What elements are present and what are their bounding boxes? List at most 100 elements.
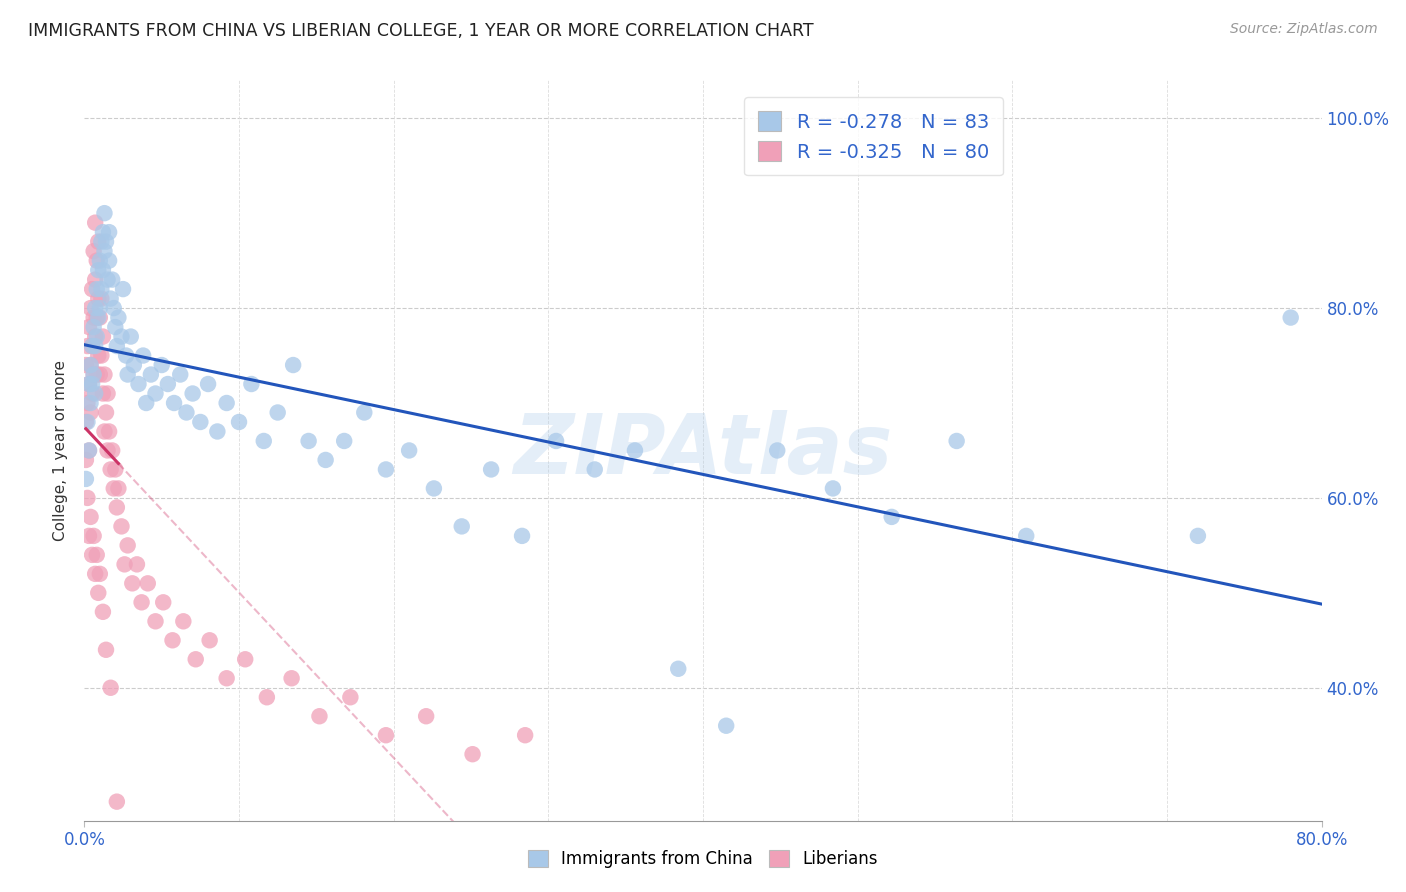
Point — [91, 329, 114, 343]
Point — [281, 358, 305, 372]
Point — [117, 538, 139, 552]
Point — [79, 358, 101, 372]
Point — [75, 358, 97, 372]
Point — [89, 368, 111, 382]
Legend: Immigrants from China, Liberians: Immigrants from China, Liberians — [522, 843, 884, 875]
Point — [945, 434, 967, 448]
Point — [181, 386, 204, 401]
Point — [77, 529, 100, 543]
Point — [110, 519, 132, 533]
Point — [96, 386, 118, 401]
Point — [136, 576, 159, 591]
Point — [86, 310, 108, 325]
Point — [766, 443, 789, 458]
Point — [624, 443, 647, 458]
Point — [139, 368, 162, 382]
Point — [83, 244, 105, 259]
Point — [107, 310, 129, 325]
Point — [821, 482, 844, 496]
Point — [253, 434, 276, 448]
Point — [89, 301, 111, 315]
Point — [100, 292, 122, 306]
Point — [101, 272, 124, 286]
Point — [84, 386, 107, 401]
Point — [176, 405, 198, 419]
Point — [107, 482, 129, 496]
Point — [75, 472, 97, 486]
Point — [96, 443, 118, 458]
Point — [83, 529, 105, 543]
Point — [87, 310, 110, 325]
Point — [96, 272, 118, 286]
Point — [90, 349, 112, 363]
Point — [156, 377, 179, 392]
Point — [90, 235, 112, 249]
Point — [93, 368, 115, 382]
Point — [184, 652, 207, 666]
Point — [82, 282, 104, 296]
Point — [84, 566, 107, 581]
Point — [90, 292, 112, 306]
Point — [82, 377, 104, 392]
Point — [94, 405, 117, 419]
Point — [215, 396, 238, 410]
Point — [75, 453, 97, 467]
Point — [75, 415, 97, 429]
Point — [479, 462, 502, 476]
Point — [89, 566, 111, 581]
Point — [76, 339, 98, 353]
Point — [82, 339, 104, 353]
Point — [86, 548, 108, 562]
Point — [515, 728, 537, 742]
Point — [91, 263, 114, 277]
Point — [91, 386, 114, 401]
Point — [84, 272, 107, 286]
Point — [145, 615, 167, 629]
Point — [77, 377, 100, 392]
Point — [103, 482, 125, 496]
Point — [127, 377, 149, 392]
Point — [98, 225, 121, 239]
Point — [84, 329, 107, 343]
Point — [86, 368, 108, 382]
Point — [315, 453, 337, 467]
Point — [77, 443, 100, 458]
Point — [546, 434, 568, 448]
Point — [131, 595, 153, 609]
Point — [86, 253, 108, 268]
Point — [1187, 529, 1209, 543]
Point — [87, 349, 110, 363]
Point — [207, 425, 229, 439]
Point — [228, 415, 250, 429]
Text: ZIPAtlas: ZIPAtlas — [513, 410, 893, 491]
Point — [105, 795, 128, 809]
Y-axis label: College, 1 year or more: College, 1 year or more — [53, 360, 69, 541]
Point — [297, 434, 319, 448]
Point — [86, 282, 108, 296]
Point — [145, 386, 167, 401]
Point — [122, 358, 145, 372]
Point — [233, 652, 256, 666]
Point — [666, 662, 689, 676]
Point — [79, 301, 101, 315]
Point — [256, 690, 278, 705]
Point — [98, 425, 121, 439]
Point — [114, 558, 136, 572]
Point — [339, 690, 361, 705]
Point — [93, 206, 115, 220]
Point — [197, 377, 219, 392]
Point — [76, 491, 98, 505]
Point — [163, 396, 186, 410]
Point — [77, 377, 100, 392]
Point — [1015, 529, 1038, 543]
Point — [100, 681, 122, 695]
Point — [162, 633, 184, 648]
Point — [93, 244, 115, 259]
Point — [240, 377, 263, 392]
Point — [87, 292, 110, 306]
Point — [583, 462, 606, 476]
Point — [98, 253, 121, 268]
Point — [87, 586, 110, 600]
Point — [82, 339, 104, 353]
Point — [415, 709, 437, 723]
